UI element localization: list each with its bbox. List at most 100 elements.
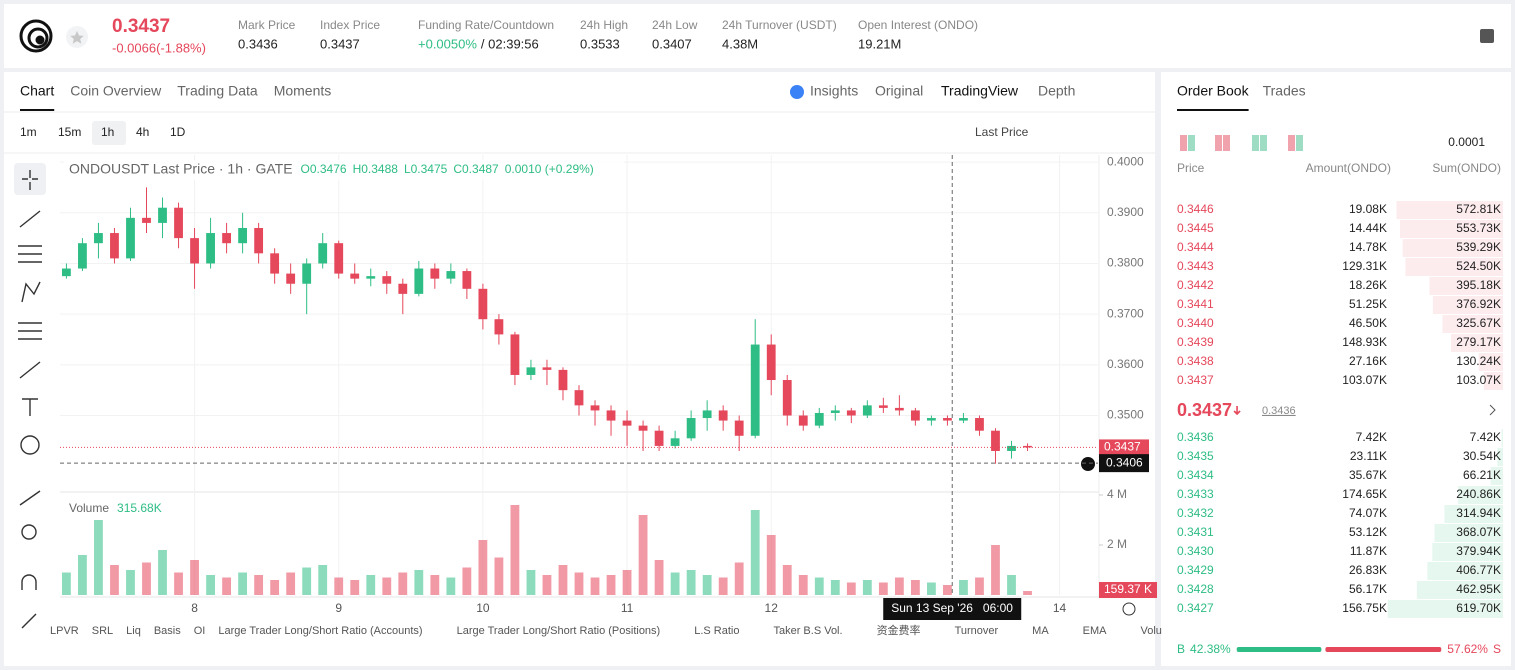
candle-body <box>494 319 504 335</box>
cursor-price-label: 0.3406 <box>1106 455 1143 469</box>
book-header: Amount(ONDO) <box>1306 161 1391 175</box>
interval[interactable]: 15m <box>58 125 81 139</box>
price-type[interactable]: Last Price <box>975 125 1029 139</box>
indicator[interactable]: Large Trader Long/Short Ratio (Accounts) <box>218 625 422 637</box>
tab-underline <box>1177 109 1249 111</box>
interval[interactable]: 1D <box>170 125 186 139</box>
book-view-icon[interactable] <box>1215 135 1222 151</box>
book-tab[interactable]: Trades <box>1263 83 1306 99</box>
indicator[interactable]: Liq <box>126 625 141 637</box>
book-sum: 379.94K <box>1456 544 1501 558</box>
volume-bar <box>1007 575 1016 595</box>
interval[interactable]: 1h <box>101 125 114 139</box>
book-sum: 406.77K <box>1456 563 1501 577</box>
interval[interactable]: 4h <box>136 125 149 139</box>
depth-bar <box>1432 296 1503 314</box>
volume-bar <box>975 577 984 595</box>
book-view-icon[interactable] <box>1260 135 1267 151</box>
volume-current-tag <box>1099 582 1157 599</box>
x-tick-label: 11 <box>621 601 634 615</box>
indicator[interactable]: Taker B.S Vol. <box>773 625 842 637</box>
candle-body <box>878 405 888 408</box>
candle-body <box>414 268 424 294</box>
volume-bar <box>62 572 71 595</box>
volume-bar <box>478 540 488 595</box>
book-price: 0.3428 <box>1177 582 1214 596</box>
volume-bar <box>462 567 472 595</box>
volume-bar <box>991 545 1000 595</box>
volume-bar <box>142 562 151 595</box>
view-tab[interactable]: Insights <box>810 83 858 99</box>
book-sum: 325.67K <box>1456 316 1501 330</box>
book-view-icon[interactable] <box>1252 135 1259 151</box>
y-tick-label: 0.3500 <box>1107 408 1144 422</box>
indicator[interactable]: Volu <box>1141 625 1162 637</box>
depth-bar <box>1432 543 1503 561</box>
settings-icon[interactable] <box>1122 602 1136 616</box>
indicator[interactable]: Large Trader Long/Short Ratio (Positions… <box>457 625 661 637</box>
book-view-icon[interactable] <box>1288 135 1295 151</box>
volume-bar <box>350 580 360 595</box>
interval[interactable]: 1m <box>20 125 37 139</box>
book-view-icon[interactable] <box>1223 135 1230 151</box>
view-tab[interactable]: Original <box>875 83 923 99</box>
y-tick-label: 0.3800 <box>1107 256 1144 270</box>
book-sum: 30.54K <box>1463 449 1501 463</box>
depth-bar <box>1483 372 1503 390</box>
view-tab[interactable]: Depth <box>1038 83 1075 99</box>
indicator[interactable]: MA <box>1032 625 1049 637</box>
candle-body <box>302 263 312 284</box>
volume-bar <box>526 570 536 595</box>
volume-bar <box>238 572 248 595</box>
depth-bar <box>1444 505 1503 523</box>
funding-countdown: / 02:39:56 <box>481 36 539 51</box>
volume-bar <box>1023 591 1032 595</box>
chart-tab[interactable]: Moments <box>274 83 332 99</box>
book-view-icon[interactable] <box>1188 135 1195 151</box>
chart-tab[interactable]: Coin Overview <box>70 83 162 99</box>
book-sum: 395.18K <box>1456 278 1501 292</box>
candle-body <box>991 430 1000 451</box>
indicator[interactable]: SRL <box>92 625 113 637</box>
candle-body <box>222 233 231 244</box>
y-tick-label: 0.3900 <box>1107 205 1144 219</box>
stat-label: Index Price <box>320 18 380 32</box>
candle-body <box>110 233 119 259</box>
depth-bar <box>1490 467 1503 485</box>
add-order-button[interactable] <box>1081 457 1095 471</box>
indicator[interactable]: LPVR <box>50 625 79 637</box>
indicator[interactable]: EMA <box>1083 625 1108 637</box>
indicator[interactable]: OI <box>194 625 206 637</box>
book-amount: 148.93K <box>1342 335 1387 349</box>
book-view-icon[interactable] <box>1296 135 1303 151</box>
book-view-icon[interactable] <box>1180 135 1187 151</box>
precision[interactable]: 0.0001 <box>1448 135 1485 149</box>
menu-icon[interactable] <box>1480 29 1494 43</box>
volume-bar <box>334 577 344 595</box>
volume-bar <box>414 570 424 595</box>
book-tab[interactable]: Order Book <box>1177 83 1250 99</box>
candle-body <box>510 334 520 375</box>
indicator[interactable]: L.S Ratio <box>694 625 739 637</box>
candle-body <box>750 344 760 436</box>
depth-bar <box>1434 524 1503 542</box>
book-price: 0.3444 <box>1177 240 1214 254</box>
candle-body <box>894 407 904 411</box>
candle-body <box>78 243 87 269</box>
chart-tab[interactable]: Chart <box>20 83 54 99</box>
expand-arrow[interactable] <box>1489 404 1496 416</box>
indicator[interactable]: Turnover <box>955 625 999 637</box>
chart-tab[interactable]: Trading Data <box>177 83 258 99</box>
indicator[interactable]: Basis <box>154 625 181 637</box>
book-sum: 279.17K <box>1456 335 1501 349</box>
view-tab[interactable]: TradingView <box>941 83 1019 99</box>
indicator[interactable]: 资金费率 <box>877 623 921 637</box>
book-sum: 240.86K <box>1456 487 1501 501</box>
volume-bar <box>734 562 744 595</box>
book-header: Sum(ONDO) <box>1432 161 1501 175</box>
depth-bar <box>1451 334 1503 352</box>
book-amount: 27.16K <box>1349 354 1387 368</box>
depth-bar <box>1458 486 1503 504</box>
book-sum: 524.50K <box>1456 259 1501 273</box>
